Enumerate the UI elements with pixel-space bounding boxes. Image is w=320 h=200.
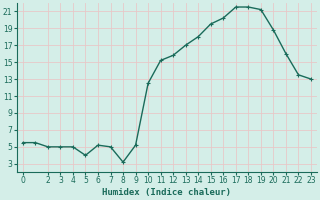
X-axis label: Humidex (Indice chaleur): Humidex (Indice chaleur)	[102, 188, 231, 197]
